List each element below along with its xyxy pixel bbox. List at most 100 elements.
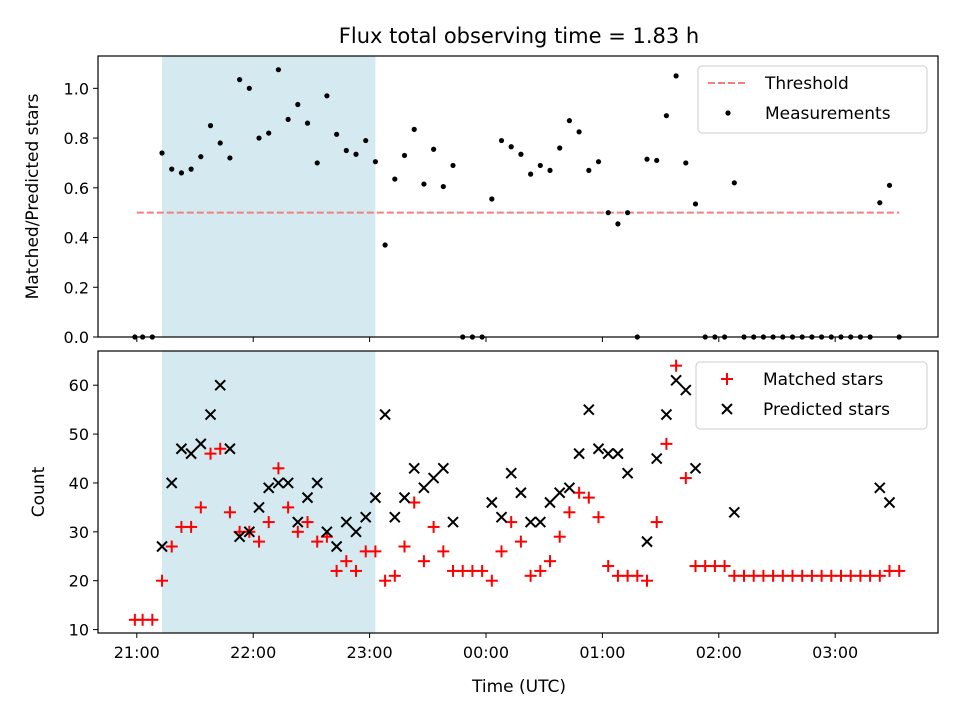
x-tick-label: 22:00 xyxy=(230,643,276,662)
measurement-point xyxy=(363,137,369,144)
predicted-star-point xyxy=(621,467,634,479)
measurement-point xyxy=(246,85,252,91)
predicted-star-point xyxy=(515,487,527,499)
top-shaded-region xyxy=(162,56,376,337)
measurement-point xyxy=(217,140,223,146)
predicted-star-point xyxy=(379,408,391,421)
y-tick-label: 20 xyxy=(69,572,89,591)
predicted-star-point xyxy=(408,462,420,475)
measurement-point xyxy=(673,73,679,79)
measurement-point xyxy=(353,151,359,157)
y-tick-label: 50 xyxy=(69,425,89,444)
matched-star-point xyxy=(660,437,673,450)
top-legend-box xyxy=(697,65,928,134)
measurement-point xyxy=(547,167,553,173)
bottom-legend-box xyxy=(695,361,928,430)
predicted-star-point xyxy=(214,379,226,391)
legend-threshold-label: Threshold xyxy=(764,74,849,94)
matched-star-point xyxy=(485,574,498,587)
predicted-star-point xyxy=(427,472,440,484)
measurement-point xyxy=(886,182,893,188)
measurement-point xyxy=(731,180,737,186)
x-tick-label: 03:00 xyxy=(812,643,858,662)
measurement-point xyxy=(595,159,602,165)
matched-star-point xyxy=(369,545,382,558)
measurement-point xyxy=(625,210,631,216)
predicted-star-point xyxy=(689,462,702,475)
predicted-star-point xyxy=(272,477,285,489)
measurement-point xyxy=(518,151,524,157)
matched-star-point xyxy=(534,564,547,577)
predicted-star-point xyxy=(263,482,275,494)
measurement-point xyxy=(431,146,437,152)
measurement-point xyxy=(692,201,699,207)
predicted-star-point xyxy=(369,491,382,504)
matched-star-point xyxy=(330,564,343,577)
measurement-point xyxy=(615,221,621,227)
matched-star-point xyxy=(379,574,392,587)
measurement-point xyxy=(877,200,883,206)
predicted-star-point xyxy=(554,487,566,499)
measurement-point xyxy=(644,156,650,162)
predicted-star-point xyxy=(650,452,663,465)
measurement-point xyxy=(314,160,320,166)
predicted-star-point xyxy=(486,496,498,509)
measurement-point xyxy=(508,144,514,150)
measurement-point xyxy=(586,167,592,173)
matched-star-point xyxy=(417,555,430,568)
measurement-point xyxy=(285,116,291,123)
measurement-point xyxy=(440,183,446,190)
measurement-point xyxy=(207,123,214,129)
predicted-star-point xyxy=(883,496,896,509)
predicted-star-point xyxy=(156,540,168,553)
predicted-star-point xyxy=(360,511,372,523)
matched-star-point xyxy=(650,516,663,529)
predicted-star-point xyxy=(563,482,576,494)
matched-star-point xyxy=(408,496,421,509)
predicted-star-point xyxy=(389,511,401,523)
matched-star-point xyxy=(670,359,683,372)
x-tick-label: 02:00 xyxy=(696,643,742,662)
predicted-star-point xyxy=(350,526,362,538)
measurement-point xyxy=(683,160,689,166)
matched-star-point xyxy=(641,574,654,587)
legend-predicted-label: Predicted stars xyxy=(763,400,890,420)
predicted-star-point xyxy=(185,447,197,460)
matched-star-point xyxy=(873,569,886,582)
x-axis-label: Time (UTC) xyxy=(471,677,566,697)
legend-matched-label: Matched stars xyxy=(763,370,883,390)
predicted-star-point xyxy=(728,506,741,518)
predicted-star-point xyxy=(418,482,430,494)
matched-stars-series xyxy=(128,359,906,626)
predicted-star-point xyxy=(602,447,614,460)
measurement-point xyxy=(275,67,282,73)
measurement-point xyxy=(489,196,495,202)
matched-star-point xyxy=(282,501,295,514)
predicted-star-point xyxy=(175,443,188,455)
matched-star-point xyxy=(253,535,266,548)
predicted-star-point xyxy=(292,516,304,528)
y-tick-label: 1.0 xyxy=(64,79,89,98)
predicted-stars-series xyxy=(156,374,896,553)
predicted-star-point xyxy=(680,384,692,396)
y-tick-label: 10 xyxy=(69,621,89,640)
matched-star-point xyxy=(301,516,314,529)
matched-star-point xyxy=(262,516,275,529)
measurement-point xyxy=(528,171,534,177)
predicted-star-point xyxy=(311,477,323,489)
bottom-y-axis-ticks: 10 20 30 40 50 60 xyxy=(69,376,98,640)
predicted-star-point xyxy=(524,516,537,528)
matched-star-point xyxy=(156,574,169,587)
measurement-point xyxy=(324,93,330,99)
measurement-point xyxy=(372,159,379,165)
matched-star-point xyxy=(476,564,489,577)
measurement-point xyxy=(450,162,456,169)
x-tick-label: 01:00 xyxy=(579,643,625,662)
y-tick-label: 60 xyxy=(69,376,89,395)
measurement-point xyxy=(537,162,543,169)
predicted-star-point xyxy=(505,467,517,479)
predicted-star-point xyxy=(874,482,886,494)
matched-star-point xyxy=(553,530,566,543)
top-axes-frame xyxy=(97,55,939,338)
measurement-point xyxy=(159,150,165,156)
